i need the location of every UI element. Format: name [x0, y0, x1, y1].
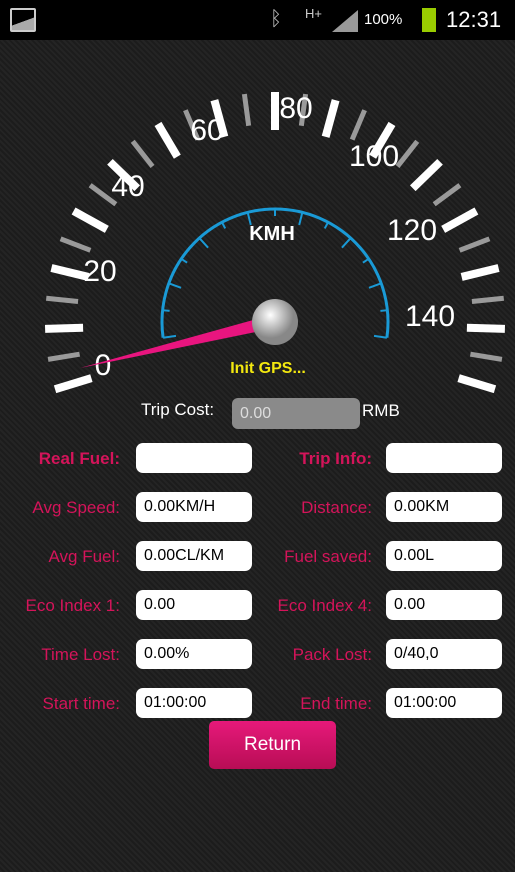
field-input[interactable]: 0.00CL/KM: [136, 541, 252, 571]
field-label: Trip Info:: [252, 443, 372, 475]
field-input[interactable]: 0.00%: [136, 639, 252, 669]
gauge-minor-tick: [374, 336, 387, 338]
gauge-tick: [443, 211, 476, 229]
status-bar: ᛒ H+ 100% 12:31: [0, 0, 515, 40]
gauge-tick: [61, 239, 91, 251]
network-type: H+: [305, 6, 322, 21]
bluetooth-icon: ᛒ: [270, 8, 282, 31]
gauge-tick: [460, 239, 490, 251]
gauge-minor-tick: [163, 336, 176, 338]
gauge-tick: [244, 94, 248, 126]
field-input[interactable]: 0.00KM: [386, 492, 502, 522]
field-label: Fuel saved:: [252, 541, 372, 573]
field-label: End time:: [252, 688, 372, 720]
gauge-tick: [462, 268, 499, 277]
gauge-minor-tick: [342, 238, 351, 248]
gauge-minor-tick: [222, 222, 225, 228]
field-input[interactable]: 01:00:00: [136, 688, 252, 718]
gauge-minor-tick: [369, 283, 381, 287]
gauge-label: 0: [95, 349, 112, 382]
gauge-minor-tick: [363, 259, 369, 263]
field-label: Avg Fuel:: [0, 541, 120, 573]
field-label: Eco Index 1:: [0, 590, 120, 622]
gauge-tick: [434, 185, 460, 204]
gauge-minor-tick: [325, 222, 328, 228]
battery-icon: [422, 8, 436, 32]
clock: 12:31: [446, 7, 501, 33]
gauge-tick: [55, 378, 91, 389]
gauge-minor-tick: [380, 310, 387, 311]
gauge-minor-tick: [163, 310, 170, 311]
battery-percent: 100%: [364, 11, 402, 28]
screen: ᛒ H+ 100% 12:31 0 20 40 60 80 100 120 140 KMH Ini…: [0, 0, 515, 872]
field-label: Start time:: [0, 688, 120, 720]
gauge-tick: [472, 298, 504, 301]
gauge-tick: [46, 298, 78, 301]
gauge-minor-tick: [169, 283, 181, 287]
gauge-minor-tick: [199, 238, 208, 248]
gauge-tick: [467, 328, 505, 329]
gauge-tick: [397, 141, 417, 166]
gauge-tick: [74, 211, 107, 229]
gauge-label: 140: [405, 300, 455, 333]
field-input[interactable]: [386, 443, 502, 473]
gauge-label: 80: [279, 92, 312, 125]
field-label: Distance:: [252, 492, 372, 524]
field-label: Pack Lost:: [252, 639, 372, 671]
trip-cost-label: Trip Cost:: [141, 400, 214, 420]
field-input[interactable]: 01:00:00: [386, 688, 502, 718]
gauge-label: 20: [83, 255, 116, 288]
gauge-label: 60: [190, 114, 223, 147]
gauge-minor-tick: [299, 212, 302, 225]
field-label: Avg Speed:: [0, 492, 120, 524]
gauge-minor-tick: [181, 259, 187, 263]
return-button[interactable]: Return: [209, 721, 336, 769]
gauge-tick: [413, 162, 440, 188]
gauge-tick: [352, 110, 364, 139]
signal-icon: [332, 10, 358, 32]
gauge-tick: [158, 124, 177, 157]
gauge-tick: [459, 378, 495, 389]
gauge-label: 40: [111, 170, 144, 203]
field-input[interactable]: 0.00: [386, 590, 502, 620]
field-label: Time Lost:: [0, 639, 120, 671]
field-input[interactable]: 0.00KM/H: [136, 492, 252, 522]
gauge-label: 120: [387, 214, 437, 247]
speedometer: 0 20 40 60 80 100 120 140 KMH Init GPS...: [0, 40, 515, 400]
field-label: Eco Index 4:: [252, 590, 372, 622]
trip-cost-unit: RMB: [362, 401, 400, 421]
gallery-icon: [10, 8, 36, 32]
gps-status: Init GPS...: [230, 360, 306, 377]
gauge-tick: [133, 141, 153, 166]
gauge-hub: [252, 299, 298, 345]
gauge-tick: [45, 328, 83, 329]
field-input[interactable]: [136, 443, 252, 473]
gauge-tick: [326, 100, 336, 137]
field-input[interactable]: 0.00L: [386, 541, 502, 571]
field-input[interactable]: 0/40,0: [386, 639, 502, 669]
trip-cost-input[interactable]: 0.00: [232, 398, 360, 429]
gauge-tick: [48, 354, 80, 359]
field-label: Real Fuel:: [0, 443, 120, 475]
field-input[interactable]: 0.00: [136, 590, 252, 620]
gauge-label: 100: [349, 140, 399, 173]
gauge-tick: [470, 354, 502, 359]
gauge-unit: KMH: [249, 223, 295, 245]
